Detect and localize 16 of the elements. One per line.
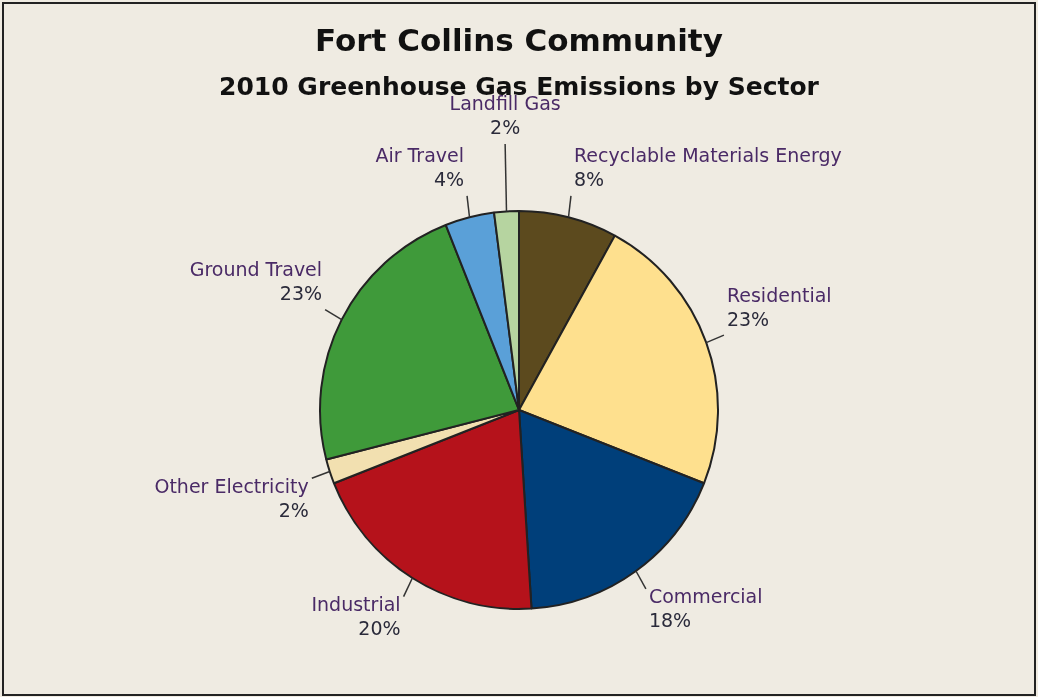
slice-label: Industrial [311, 593, 401, 616]
data-label: 8% [573, 168, 605, 191]
chart-title: Fort Collins Community [314, 22, 724, 58]
slice-label: Air Travel [375, 144, 465, 167]
data-label: 20% [358, 617, 401, 640]
data-label: 4% [433, 168, 465, 191]
slice-label: Recyclable Materials Energy [573, 144, 842, 167]
slice-label: Commercial [648, 585, 763, 608]
data-label: 23% [279, 282, 323, 305]
data-label: 23% [726, 307, 770, 330]
slice-label: Residential [726, 283, 832, 306]
slice-label: Ground Travel [189, 258, 323, 281]
slice-label: Other Electricity [154, 474, 309, 497]
data-label: 2% [278, 498, 309, 521]
data-label: 2% [490, 116, 521, 139]
data-label: 18% [648, 609, 692, 632]
